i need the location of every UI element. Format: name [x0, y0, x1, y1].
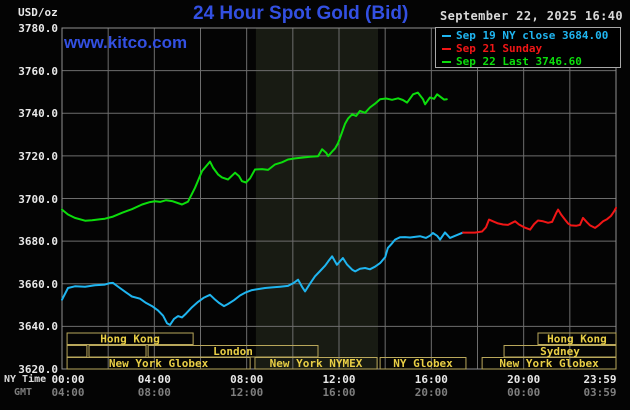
- ny-time-tick-label: 23:59: [583, 373, 617, 386]
- session-label: Sydney: [540, 345, 580, 358]
- gmt-time-tick-label: 03:59: [583, 386, 617, 399]
- session-box: [66, 345, 88, 358]
- gmt-time-tick-label: 20:00: [414, 386, 448, 399]
- gmt-axis-label: GMT: [14, 387, 33, 398]
- y-tick-label: 3780.0: [18, 22, 58, 35]
- page-title: 24 Hour Spot Gold (Bid): [193, 3, 409, 24]
- y-tick-label: 3640.0: [18, 320, 58, 334]
- y-tick-label: 3740.0: [18, 107, 58, 121]
- legend-box: Sep 19 NY close 3684.00 Sep 21 Sunday Se…: [435, 27, 621, 68]
- ny-time-tick-label: 12:00: [322, 373, 356, 386]
- ny-time-tick-label: 20:00: [507, 373, 541, 386]
- ny-time-tick-label: 00:00: [51, 373, 85, 386]
- y-axis-unit-label: USD/oz: [18, 6, 58, 19]
- legend-item-sep21: Sep 21 Sunday: [442, 42, 620, 55]
- sep19-line-swatch: [442, 35, 451, 37]
- session-label: New York Globex: [499, 357, 599, 370]
- y-tick-label: 3760.0: [18, 64, 58, 78]
- ny-time-axis-label: NY Time: [4, 374, 47, 385]
- session-label: NY Globex: [393, 357, 453, 370]
- y-tick-label: 3680.0: [18, 235, 58, 249]
- session-label: Hong Kong: [547, 333, 607, 346]
- y-tick-label: 3720.0: [18, 149, 58, 163]
- sep22-line-swatch: [442, 61, 451, 63]
- y-tick-label: 3700.0: [18, 192, 58, 206]
- session-label: New York NYMEX: [270, 357, 363, 370]
- session-label: New York Globex: [109, 357, 209, 370]
- kitco-watermark-link[interactable]: www.kitco.com: [64, 33, 188, 52]
- session-box: [537, 332, 617, 345]
- session-box: [254, 357, 378, 370]
- ny-time-tick-label: 08:00: [230, 373, 264, 386]
- ny-time-tick-label: 16:00: [414, 373, 448, 386]
- session-box: [66, 357, 251, 370]
- y-tick-label: 3660.0: [18, 277, 58, 291]
- price-line-sep22: [61, 91, 448, 222]
- legend-item-sep22: Sep 22 Last 3746.60: [442, 55, 620, 68]
- session-box: [88, 345, 147, 358]
- gmt-time-tick-label: 04:00: [51, 386, 85, 399]
- price-line-sep19: [61, 231, 464, 326]
- session-label: London: [213, 345, 253, 358]
- gmt-time-tick-label: 16:00: [322, 386, 356, 399]
- price-line-sep21: [462, 206, 617, 234]
- chart-datetime: September 22, 2025 16:40: [440, 9, 623, 23]
- gmt-time-tick-label: 00:00: [507, 386, 541, 399]
- ny-time-tick-label: 04:00: [137, 373, 171, 386]
- session-box: [379, 357, 467, 370]
- y-tick-label: 3620.0: [18, 363, 58, 376]
- session-box: [66, 332, 194, 345]
- gmt-time-tick-label: 12:00: [230, 386, 264, 399]
- sep21-line-swatch: [442, 48, 451, 50]
- legend-item-sep19: Sep 19 NY close 3684.00: [442, 29, 620, 42]
- session-label: Hong Kong: [100, 333, 160, 346]
- session-box: [481, 357, 617, 370]
- gmt-time-tick-label: 08:00: [137, 386, 171, 399]
